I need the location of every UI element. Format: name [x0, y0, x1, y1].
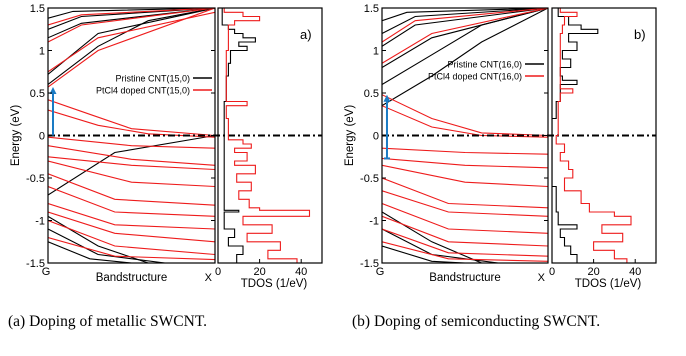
band-line-doped-12 [382, 147, 548, 155]
band-line-doped-11 [382, 241, 548, 262]
y-axis-label: Energy (eV) [344, 105, 356, 167]
band-line-pristine-7 [48, 228, 165, 263]
band-line-doped-7 [48, 145, 215, 166]
caption-a: (a) Doping of metallic SWCNT. [8, 313, 208, 330]
y-tick-label-6: 1.5 [30, 3, 45, 15]
band-line-doped-0 [382, 94, 548, 137]
band-line-doped-8 [48, 160, 215, 188]
band-line-doped-14 [48, 236, 215, 261]
band-line-pristine-6 [48, 215, 149, 263]
band-line-doped-2 [382, 8, 548, 64]
dos-frame [551, 7, 657, 264]
dos-curve-doped [555, 8, 632, 263]
band-line-pristine-3 [382, 8, 548, 47]
dos-frame [217, 7, 323, 264]
band-x-tick-X: X [205, 272, 213, 284]
panel-label: b) [634, 27, 646, 42]
band-line-pristine-8 [382, 245, 466, 263]
y-axis-label: Energy (eV) [10, 105, 22, 167]
band-line-pristine-0 [48, 8, 215, 85]
y-tick-label-5: 1 [373, 46, 379, 58]
band-line-pristine-8 [48, 241, 132, 263]
band-line-doped-6 [382, 177, 548, 209]
panel-b: -1.5 -1 -0.5 0 0.5 1 1.5 Energy (eV) G X Bandstruc… [344, 3, 657, 290]
band-line-doped-15 [48, 156, 215, 171]
doping-arrow-head [383, 94, 391, 102]
band-line-doped-5 [48, 8, 215, 26]
y-tick-label-2: -0.5 [26, 173, 45, 185]
y-tick-label-0: -1.5 [360, 258, 379, 270]
band-line-doped-1 [48, 109, 215, 138]
band-line-doped-3 [48, 11, 215, 73]
y-tick-label-3: 0 [373, 131, 379, 143]
band-line-doped-7 [382, 190, 548, 217]
y-tick-label-2: -0.5 [360, 173, 379, 185]
y-tick-label-4: 0.5 [30, 88, 45, 100]
y-tick-label-4: 0.5 [364, 88, 379, 100]
y-tick-label-6: 1.5 [364, 3, 379, 15]
band-line-pristine-2 [382, 8, 548, 68]
dos-x-tick-label-0: 0 [215, 266, 221, 278]
band-x-label: Bandstructure [96, 272, 168, 284]
band-line-doped-1 [382, 105, 548, 138]
band-line-pristine-5 [382, 8, 548, 22]
dos-x-tick-label-1: 20 [253, 266, 265, 278]
legend-label-1: PtCl4 doped CNT(15,0) [96, 86, 190, 96]
band-line-doped-13 [48, 219, 215, 256]
band-line-doped-2 [48, 8, 215, 88]
band-line-doped-10 [48, 185, 215, 217]
band-line-doped-4 [382, 157, 548, 169]
panel-label: a) [300, 27, 312, 42]
band-line-pristine-4 [48, 8, 215, 30]
y-tick-label-1: -1 [35, 216, 45, 228]
dos-x-label: TDOS (1/eV) [575, 278, 642, 290]
band-x-tick-X: X [538, 272, 546, 284]
band-x-tick-G: G [376, 266, 385, 278]
caption-b: (b) Doping of semiconducting SWCNT. [352, 313, 601, 330]
dos-x-tick-label-2: 40 [295, 266, 307, 278]
dos-curve-doped [223, 8, 311, 263]
band-line-pristine-4 [382, 8, 548, 34]
band-line-doped-8 [382, 202, 548, 234]
band-line-pristine-6 [382, 211, 482, 263]
band-line-doped-0 [48, 99, 215, 137]
band-line-doped-4 [48, 8, 215, 43]
dos-x-label: TDOS (1/eV) [241, 278, 308, 290]
band-line-doped-5 [382, 164, 548, 188]
band-x-label: Bandstructure [429, 272, 501, 284]
y-tick-label-5: 1 [39, 46, 45, 58]
band-line-pristine-5 [48, 8, 215, 19]
band-lines [382, 8, 548, 263]
band-line-doped-9 [382, 215, 548, 247]
legend-label-1: PtCl4 doped CNT(16,0) [428, 72, 522, 82]
y-tick-label-1: -1 [369, 216, 379, 228]
legend-label-0: Pristine CNT(16,0) [447, 60, 522, 70]
y-tick-label-3: 0 [39, 131, 45, 143]
band-line-doped-12 [48, 211, 215, 243]
dos-curves [552, 8, 632, 263]
band-x-tick-G: G [42, 266, 51, 278]
doping-arrow-head [49, 87, 57, 95]
band-line-pristine-3 [48, 8, 215, 39]
band-line-doped-3 [382, 8, 548, 43]
band-line-doped-11 [48, 202, 215, 230]
panel-a: -1.5 -1 -0.5 0 0.5 1 1.5 Energy (eV) G X Bandstruc… [10, 3, 323, 290]
dos-x-tick-label-2: 40 [629, 266, 641, 278]
dos-curves [221, 8, 311, 263]
dos-curve-pristine [221, 8, 256, 263]
legend-label-0: Pristine CNT(15,0) [115, 74, 190, 84]
y-tick-label-0: -1.5 [26, 258, 45, 270]
band-lines [48, 8, 215, 263]
band-line-pristine-1 [48, 134, 215, 196]
band-line-doped-10 [382, 228, 548, 257]
band-line-pristine-0 [382, 8, 548, 107]
band-line-doped-9 [48, 173, 215, 206]
band-line-doped-6 [48, 136, 215, 149]
dos-x-tick-label-0: 0 [549, 266, 555, 278]
dos-x-tick-label-1: 20 [587, 266, 599, 278]
